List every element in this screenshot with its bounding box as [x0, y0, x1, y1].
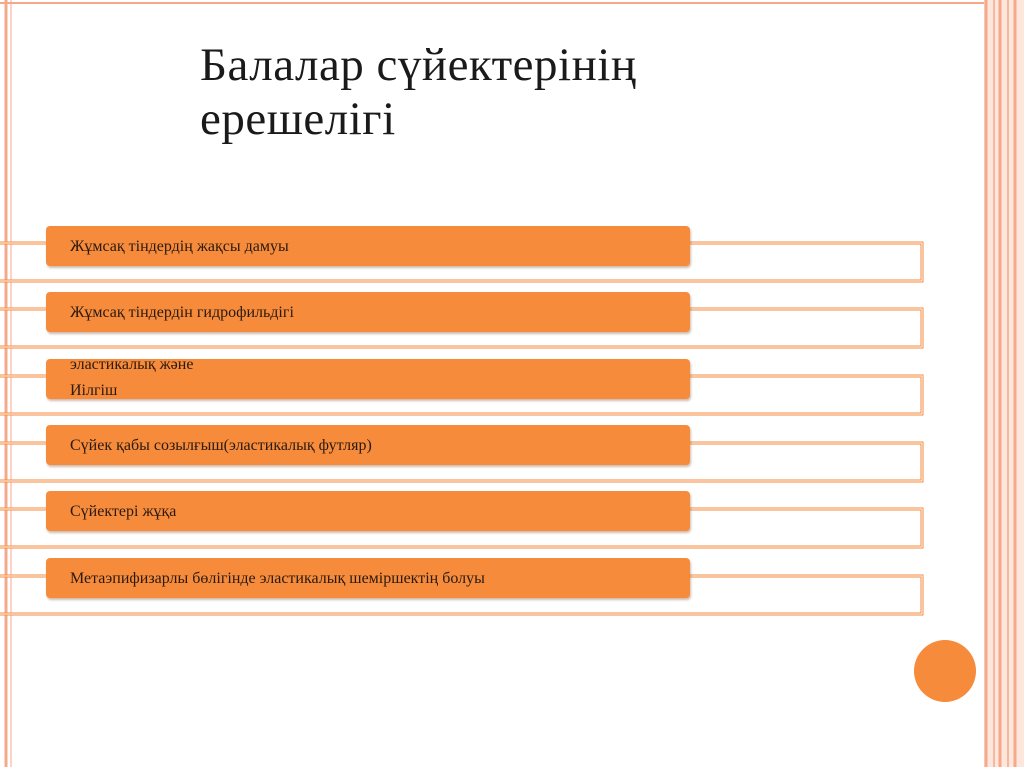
decorative-circle	[914, 640, 976, 702]
list-item: Сүйек қабы созылғыш(эластикалық футляр)	[46, 425, 690, 465]
title-line-2: ерешелігі	[200, 93, 396, 145]
list-item-label: Сүйектері жұқа	[70, 503, 177, 520]
list-item: Метаэпифизарлы бөлігінде эластикалық шем…	[46, 558, 690, 598]
title-line-1: Балалар сүйектерінің	[200, 39, 637, 91]
list-item-label-line-1: эластикалық және	[70, 356, 194, 373]
list-item-label: Жұмсақ тіндердін гидрофильдігі	[70, 304, 294, 321]
list-item: Сүйектері жұқа	[46, 491, 690, 531]
list-item: Жұмсақ тіндердін гидрофильдігі	[46, 292, 690, 332]
list-item-label: Метаэпифизарлы бөлігінде эластикалық шем…	[70, 570, 485, 587]
list-item: эластикалық және Иілгіш	[46, 356, 690, 399]
list-item: Жұмсақ тіндердің жақсы дамуы	[46, 226, 690, 266]
slide-title: Балалар сүйектерінің ерешелігі	[200, 38, 636, 146]
list-item-label: Сүйек қабы созылғыш(эластикалық футляр)	[70, 437, 372, 454]
list-item-label: Жұмсақ тіндердің жақсы дамуы	[70, 238, 289, 255]
list-item-label-line-2: Иілгіш	[70, 382, 118, 399]
